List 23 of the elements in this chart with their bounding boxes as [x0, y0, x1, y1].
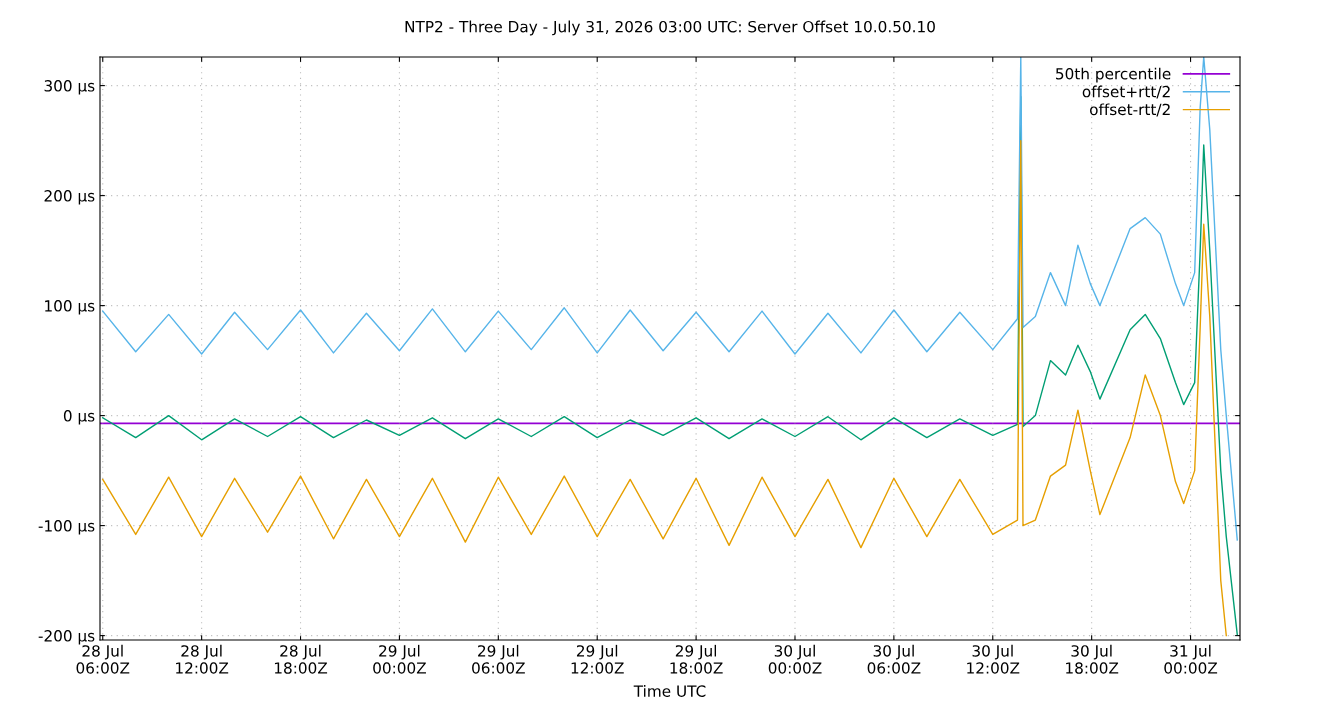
x-axis-title: Time UTC	[633, 685, 706, 697]
x-tick-label: 30 Jul 12:00Z	[967, 644, 1020, 674]
x-tick-label: 31 Jul 00:00Z	[1164, 644, 1218, 674]
legend-label: offset-rtt/2	[1090, 103, 1170, 117]
y-tick-label: 200 µs	[44, 190, 95, 205]
x-tick-label: 29 Jul 12:00Z	[571, 644, 624, 674]
y-tick-label: -200 µs	[38, 630, 95, 645]
y-tick-label: 100 µs	[45, 300, 95, 315]
legend-label: 50th percentile	[1056, 67, 1171, 83]
y-tick-label: 300 µs	[44, 80, 95, 95]
x-tick-label: 30 Jul 06:00Z	[867, 644, 921, 674]
x-tick-label: 29 Jul 06:00Z	[472, 644, 525, 674]
y-tick-label: 0 µs	[63, 410, 95, 425]
x-tick-label: 28 Jul 12:00Z	[176, 644, 229, 674]
legend-label: offset+rtt/2	[1082, 85, 1170, 99]
chart-title: NTP2 - Three Day - July 31, 2026 03:00 UTC: Server Offset 10.0.50.10	[405, 20, 935, 36]
x-tick-label: 28 Jul 18:00Z	[274, 644, 328, 674]
x-tick-label: 30 Jul 18:00Z	[1066, 644, 1119, 674]
x-tick-label: 30 Jul 00:00Z	[768, 644, 822, 674]
y-tick-label: -100 µs	[38, 520, 95, 535]
x-tick-label: 29 Jul 18:00Z	[670, 644, 723, 674]
x-tick-label: 28 Jul 06:00Z	[76, 644, 130, 674]
x-tick-label: 29 Jul 00:00Z	[373, 644, 426, 674]
